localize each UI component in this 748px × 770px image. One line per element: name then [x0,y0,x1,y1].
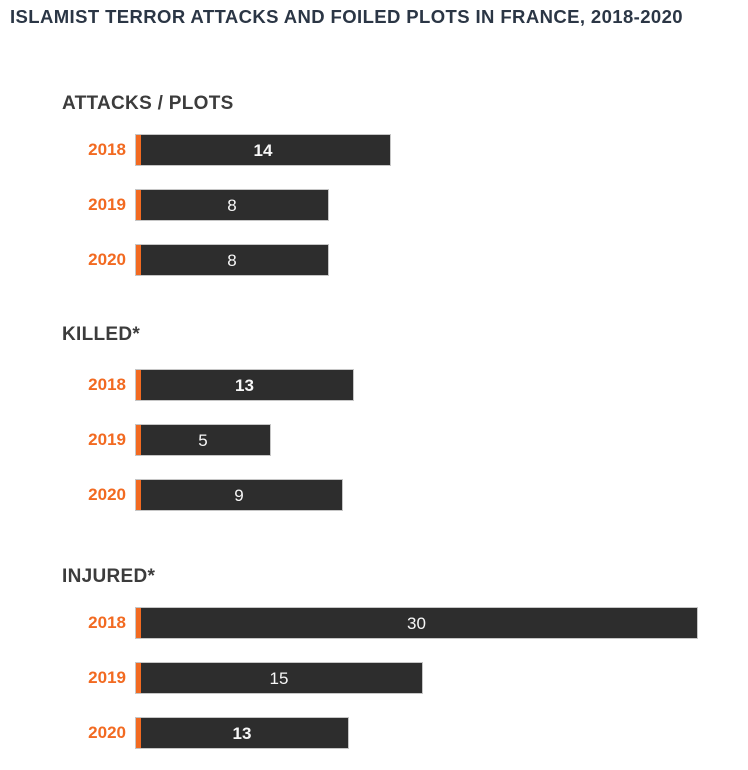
bar-row: 2018 13 [0,369,748,401]
data-bar: 8 [135,189,329,221]
year-label: 2020 [88,250,126,269]
bar-rows: 2018 13 2019 5 2020 9 [0,369,748,511]
bar-accent-strip [136,480,141,510]
section-header: INJURED* [62,566,156,587]
bar-accent-strip [136,718,141,748]
year-label: 2019 [88,430,126,449]
bar-accent-strip [136,425,141,455]
bar-value-label: 14 [253,140,273,160]
bar-row: 2019 5 [0,424,748,456]
year-label: 2018 [88,613,126,632]
section-injured: INJURED* 2018 30 2019 15 2020 [0,566,748,770]
bar-row: 2018 30 [0,607,748,639]
bar-row: 2020 9 [0,479,748,511]
bar-accent-strip [136,663,141,693]
year-label: 2020 [88,485,126,504]
year-label: 2018 [88,375,126,394]
bar-accent-strip [136,190,141,220]
bar-rows: 2018 14 2019 8 2020 8 [0,134,748,276]
data-bar: 8 [135,244,329,276]
year-label: 2019 [88,668,126,687]
bar-accent-strip [136,245,141,275]
chart-title: ISLAMIST TERROR ATTACKS AND FOILED PLOTS… [10,6,683,27]
bar-value-label: 15 [269,668,289,688]
data-bar: 30 [135,607,698,639]
bar-value-label: 13 [232,723,252,743]
bar-value-label: 8 [227,195,237,215]
year-label: 2020 [88,723,126,742]
section-header: ATTACKS / PLOTS [62,93,234,114]
data-bar: 15 [135,662,423,694]
bar-accent-strip [136,370,141,400]
bar-accent-strip [136,135,141,165]
bar-value-label: 9 [234,485,244,505]
data-bar: 13 [135,369,354,401]
bar-accent-strip [136,608,141,638]
bar-row: 2020 13 [0,717,748,749]
bar-row: 2020 8 [0,244,748,276]
data-bar: 9 [135,479,343,511]
data-bar: 13 [135,717,349,749]
year-label: 2018 [88,140,126,159]
bar-row: 2018 14 [0,134,748,166]
year-label: 2019 [88,195,126,214]
data-bar: 14 [135,134,391,166]
bar-row: 2019 15 [0,662,748,694]
bar-rows: 2018 30 2019 15 2020 13 [0,607,748,749]
section-header: KILLED* [62,324,141,345]
bar-value-label: 5 [198,430,208,450]
bar-value-label: 8 [227,250,237,270]
data-bar: 5 [135,424,271,456]
section-attacks-plots: ATTACKS / PLOTS 2018 14 2019 8 2020 [0,93,748,299]
bar-value-label: 30 [407,613,426,633]
section-killed: KILLED* 2018 13 2019 5 2020 [0,324,748,534]
bar-value-label: 13 [235,375,254,395]
bar-row: 2019 8 [0,189,748,221]
